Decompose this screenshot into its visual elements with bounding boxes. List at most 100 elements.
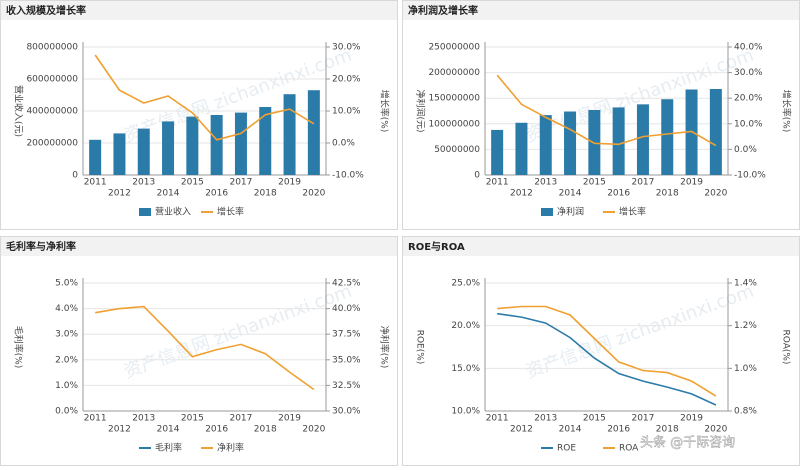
- x-tick-label: 2015: [181, 414, 204, 424]
- bar: [661, 99, 674, 175]
- line: [94, 54, 315, 141]
- x-tick-label: 2015: [181, 178, 204, 188]
- y-tick-label: 5.0%: [55, 279, 78, 289]
- x-tick-label: 2013: [132, 178, 155, 188]
- y2-tick-label: 1.2%: [734, 321, 757, 331]
- y2-axis-label: 增长率(%): [781, 90, 793, 133]
- y2-axis-label: 净利率(%): [379, 326, 391, 369]
- y2-tick-label: 0.0%: [734, 145, 757, 155]
- line: [95, 305, 315, 391]
- y-tick-label: 150000000: [428, 94, 480, 104]
- y-tick-label: 100000000: [428, 119, 480, 129]
- line: [497, 305, 717, 397]
- y2-tick-label: 37.5%: [332, 330, 361, 340]
- panel-frame: [0, 0, 398, 230]
- x-tick-label: 2019: [278, 178, 301, 188]
- y2-tick-label: 30.0%: [332, 43, 361, 53]
- y-tick-label: 1.0%: [55, 381, 78, 391]
- bar: [636, 104, 649, 175]
- x-tick-label: 2018: [656, 425, 679, 435]
- x-tick-label: 2020: [302, 425, 325, 435]
- y2-tick-label: 10.0%: [734, 119, 763, 129]
- bar: [307, 90, 320, 175]
- bar: [709, 88, 722, 175]
- bar: [234, 112, 247, 175]
- y-tick-label: 400000000: [26, 107, 78, 117]
- legend-label: 增长率: [217, 206, 244, 218]
- x-tick-label: 2014: [157, 425, 180, 435]
- line: [496, 74, 717, 147]
- x-tick-label: 2014: [559, 189, 582, 199]
- bar: [539, 115, 552, 175]
- bar: [89, 139, 102, 175]
- y2-tick-label: 35.0%: [332, 355, 361, 365]
- bar: [491, 129, 504, 175]
- x-tick-label: 2016: [607, 425, 630, 435]
- x-tick-label: 2016: [205, 425, 228, 435]
- y-tick-label: 250000000: [428, 43, 480, 53]
- x-tick-label: 2011: [486, 414, 509, 424]
- y-tick-label: 10.0%: [451, 407, 480, 417]
- x-tick-label: 2017: [229, 178, 252, 188]
- bar: [259, 107, 272, 175]
- y2-tick-label: 30.0%: [734, 68, 763, 78]
- panel-title: ROE与ROA: [408, 240, 465, 253]
- y-tick-label: 0.0%: [55, 407, 78, 417]
- x-tick-label: 2012: [510, 425, 533, 435]
- y-tick-label: 200000000: [428, 68, 480, 78]
- x-tick-label: 2012: [108, 189, 131, 199]
- corner-watermark: 头条 @千际咨询: [640, 435, 735, 451]
- x-tick-label: 2011: [486, 178, 509, 188]
- y2-tick-label: 40.0%: [734, 43, 763, 53]
- x-tick-label: 2019: [278, 414, 301, 424]
- panel-frame: [402, 236, 800, 466]
- y-tick-label: 50000000: [434, 145, 480, 155]
- y-tick-label: 800000000: [26, 43, 78, 53]
- panel-frame: [0, 236, 398, 466]
- y-axis-label: ROE(%): [415, 330, 425, 365]
- bar: [162, 121, 175, 175]
- bar: [210, 115, 223, 175]
- x-tick-label: 2020: [704, 189, 727, 199]
- legend-label: 增长率: [619, 206, 646, 218]
- y2-tick-label: 32.5%: [332, 381, 361, 391]
- y2-tick-label: 42.5%: [332, 279, 361, 289]
- x-tick-label: 2013: [132, 414, 155, 424]
- x-tick-label: 2017: [631, 414, 654, 424]
- line: [497, 312, 717, 406]
- x-tick-label: 2018: [656, 189, 679, 199]
- y2-tick-label: 40.0%: [332, 304, 361, 314]
- bar: [137, 128, 150, 175]
- x-tick-label: 2016: [205, 189, 228, 199]
- x-tick-label: 2019: [680, 414, 703, 424]
- y2-axis-label: 增长率(%): [379, 90, 391, 133]
- y2-tick-label: 1.0%: [734, 364, 757, 374]
- x-tick-label: 2019: [680, 178, 703, 188]
- legend-label: 毛利率: [155, 442, 182, 454]
- x-tick-label: 2012: [510, 189, 533, 199]
- panel-title: 净利润及增长率: [408, 4, 478, 17]
- y-axis-label: 毛利率(%): [13, 326, 25, 369]
- x-tick-label: 2017: [631, 178, 654, 188]
- panel-header: [1, 237, 397, 256]
- x-tick-label: 2014: [559, 425, 582, 435]
- y2-tick-label: 1.4%: [734, 279, 757, 289]
- panel-title: 毛利率与净利率: [6, 240, 76, 253]
- legend-label: 净利润: [557, 206, 584, 218]
- panel-header: [403, 1, 799, 20]
- y2-tick-label: 20.0%: [734, 94, 763, 104]
- y2-tick-label: 0.0%: [332, 139, 355, 149]
- y-tick-label: 600000000: [26, 75, 78, 85]
- bar: [515, 122, 528, 175]
- x-tick-label: 2018: [254, 425, 277, 435]
- x-tick-label: 2020: [704, 425, 727, 435]
- x-tick-label: 2016: [607, 189, 630, 199]
- x-tick-label: 2015: [583, 178, 606, 188]
- x-tick-label: 2012: [108, 425, 131, 435]
- y-tick-label: 3.0%: [55, 330, 78, 340]
- y2-tick-label: -10.0%: [332, 171, 364, 181]
- bar: [113, 133, 126, 175]
- y-tick-label: 200000000: [26, 139, 78, 149]
